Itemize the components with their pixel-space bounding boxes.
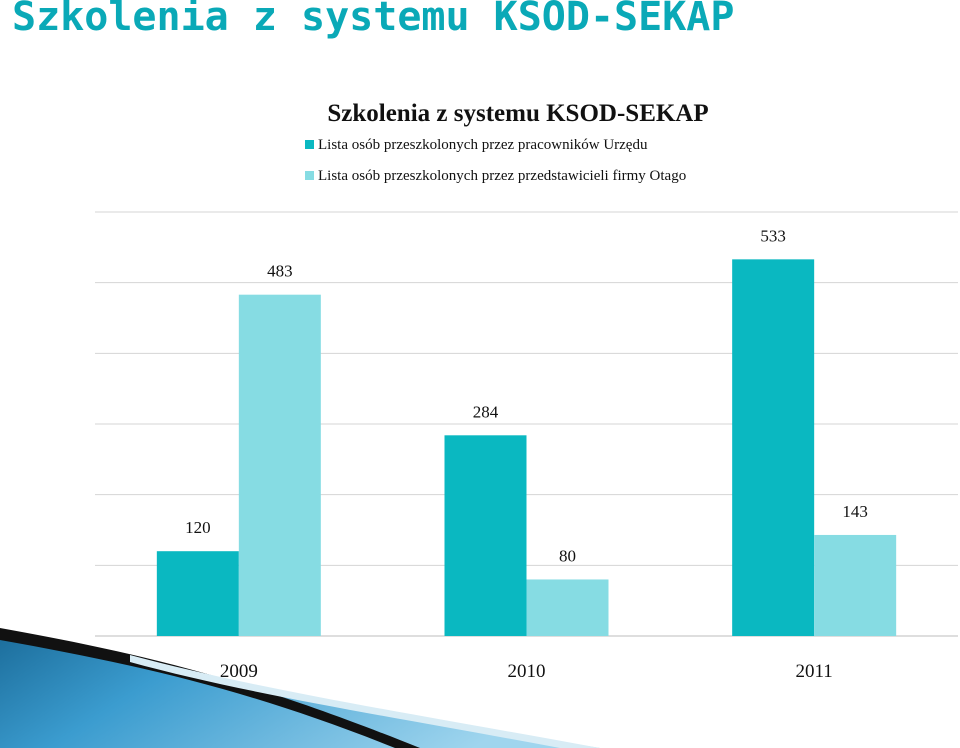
data-label: 533 [760,226,786,245]
data-label: 143 [842,502,868,521]
slide-title: Szkolenia z systemu KSOD-SEKAP [12,0,735,40]
x-tick-label: 2010 [508,661,546,682]
data-labels: 120 483 284 80 533 143 [185,226,868,565]
bar [444,435,527,636]
data-label: 483 [267,262,293,281]
bar [238,294,321,636]
legend: Lista osób przeszkolonych przez pracowni… [305,137,686,184]
decorative-swoosh [0,628,600,748]
legend-entry: Lista osób przeszkolonych przez pracowni… [318,137,648,153]
x-tick-label: 2011 [796,661,833,682]
bar [814,534,897,636]
legend-entry: Lista osób przeszkolonych przez przedsta… [318,168,686,184]
x-axis-ticks: 2009 2010 2011 [220,661,833,682]
bars [156,259,897,636]
legend-swatch [305,171,314,180]
data-label: 120 [185,518,211,537]
bar [732,259,815,636]
x-tick-label: 2009 [220,661,258,682]
data-label: 80 [559,546,576,565]
data-label: 284 [473,402,499,421]
chart-title: Szkolenia z systemu KSOD-SEKAP [327,100,708,127]
bar [526,579,609,636]
legend-swatch [305,140,314,149]
bar [156,551,239,636]
